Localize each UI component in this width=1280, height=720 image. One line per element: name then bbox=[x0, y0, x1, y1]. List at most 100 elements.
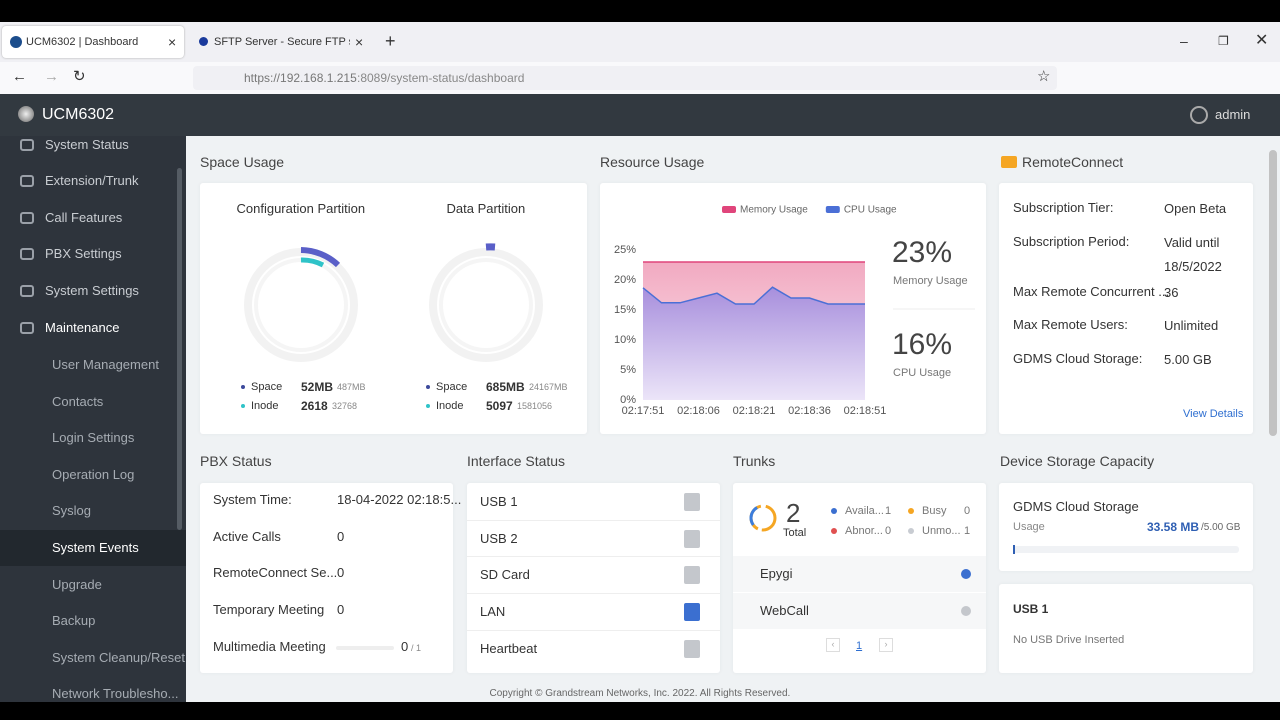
url-host: https://192.168.1.215 bbox=[244, 71, 357, 85]
forward[interactable]: → bbox=[44, 68, 59, 85]
x-tick-label: 02:18:51 bbox=[844, 405, 887, 417]
active-tab[interactable] bbox=[2, 26, 184, 58]
row-value: 0 bbox=[401, 638, 409, 654]
meeting-total: / 1 bbox=[411, 643, 422, 653]
submenu-item[interactable]: Contacts bbox=[52, 393, 104, 409]
line bbox=[642, 286, 865, 305]
status-dot bbox=[908, 508, 914, 514]
row-value: 18-04-2022 02:18:5... bbox=[337, 492, 462, 507]
status-dot bbox=[831, 528, 837, 534]
submenu-item[interactable]: Login Settings bbox=[52, 430, 135, 446]
row-label: Inode bbox=[436, 400, 464, 412]
used-value: 52MB bbox=[301, 380, 334, 394]
view-details[interactable]: View Details bbox=[1183, 408, 1244, 420]
prev-page[interactable]: ‹ bbox=[826, 638, 840, 652]
reload[interactable]: ↻ bbox=[73, 68, 86, 85]
section-title: PBX Status bbox=[200, 453, 272, 469]
summary-label: Memory Usage bbox=[893, 275, 968, 287]
menu-item[interactable]: Extension/Trunk bbox=[45, 173, 139, 188]
row-value: 5.00 GB bbox=[1164, 352, 1212, 367]
menu-icon bbox=[20, 212, 34, 224]
restore[interactable]: ❐ bbox=[1218, 34, 1229, 48]
minimize[interactable]: – bbox=[1180, 33, 1188, 49]
trunk-name[interactable]: WebCall bbox=[760, 602, 809, 618]
top-strip bbox=[0, 0, 1280, 22]
usage-bar bbox=[1013, 546, 1239, 553]
total-value: 32768 bbox=[332, 401, 358, 411]
ring bbox=[244, 248, 358, 362]
ring bbox=[749, 504, 777, 532]
avatar bbox=[1190, 106, 1208, 124]
menu-item[interactable]: System Status bbox=[45, 137, 129, 152]
trunk-status bbox=[961, 569, 971, 579]
next-page[interactable]: › bbox=[879, 638, 893, 652]
partition-name: Configuration Partition bbox=[236, 201, 366, 216]
submenu-item[interactable]: Upgrade bbox=[52, 576, 102, 592]
pbx-card bbox=[200, 483, 453, 673]
bookmark[interactable]: ☆ bbox=[1037, 68, 1051, 85]
submenu-item[interactable]: Operation Log bbox=[52, 466, 135, 482]
submenu-item[interactable]: Syslog bbox=[52, 503, 92, 519]
row-label: Space bbox=[436, 381, 468, 393]
storage-used: 33.58 MB bbox=[1147, 520, 1200, 534]
submenu-item[interactable]: Network Troublesho... bbox=[52, 686, 179, 702]
submenu-item[interactable]: User Management bbox=[52, 357, 159, 372]
sidebar-scrollbar[interactable] bbox=[177, 168, 182, 530]
menu-item[interactable]: Call Features bbox=[45, 210, 123, 225]
menu-item[interactable]: PBX Settings bbox=[45, 246, 122, 261]
user-name[interactable]: admin bbox=[1215, 107, 1251, 122]
summary-label: CPU Usage bbox=[893, 367, 952, 379]
status-label: Abnor... bbox=[845, 525, 883, 537]
section-title: Space Usage bbox=[200, 154, 285, 170]
area bbox=[643, 287, 865, 400]
trunk-status bbox=[961, 605, 971, 616]
row-label: Subscription Tier: bbox=[1013, 200, 1114, 215]
x-tick-label: 02:18:21 bbox=[733, 405, 776, 417]
status-dot bbox=[908, 528, 914, 534]
arc bbox=[300, 247, 341, 268]
row-divider bbox=[467, 556, 720, 558]
trunk-name[interactable]: Epygi bbox=[760, 566, 793, 581]
tab-title[interactable]: UCM6302 | Dashboard bbox=[26, 36, 139, 48]
donuts bbox=[244, 243, 543, 362]
interface-icon bbox=[684, 639, 700, 658]
favicon bbox=[199, 37, 208, 46]
y-tick-label: 5% bbox=[620, 364, 636, 376]
close-tab[interactable]: × bbox=[355, 34, 364, 50]
row-value: 36 bbox=[1164, 285, 1179, 300]
used-value: 685MB bbox=[486, 380, 525, 394]
interface-name: LAN bbox=[480, 604, 506, 620]
legend-dot bbox=[241, 385, 245, 389]
status-label: Availa... bbox=[845, 505, 884, 517]
selected-item-bg bbox=[0, 530, 186, 566]
storage-label: Usage bbox=[1013, 521, 1045, 533]
ring bbox=[439, 258, 533, 352]
section-title: RemoteConnect bbox=[1022, 154, 1124, 170]
y-tick-label: 20% bbox=[614, 274, 636, 286]
interface-name: SD Card bbox=[480, 567, 530, 583]
page-number[interactable]: 1 bbox=[856, 640, 863, 652]
usb-name: USB 1 bbox=[1013, 602, 1049, 616]
section-title: Trunks bbox=[733, 453, 776, 469]
tab-title[interactable]: SFTP Server - Secure FTP server bbox=[214, 36, 350, 48]
submenu-item[interactable]: System Events bbox=[52, 540, 139, 555]
menu-item[interactable]: System Settings bbox=[45, 283, 139, 298]
submenu-item[interactable]: System Cleanup/Reset bbox=[52, 649, 185, 665]
status-count: 0 bbox=[964, 505, 971, 517]
submenu-item[interactable]: Backup bbox=[52, 613, 96, 629]
new-tab[interactable]: + bbox=[385, 31, 396, 51]
tab-bar bbox=[0, 22, 1280, 62]
url-bar[interactable] bbox=[193, 66, 1057, 90]
close-tab[interactable]: × bbox=[168, 34, 177, 50]
row-value: 0 bbox=[337, 565, 345, 581]
y-tick-label: 15% bbox=[614, 304, 636, 316]
menu-icon bbox=[20, 175, 34, 187]
row-value: 0 bbox=[337, 602, 345, 618]
back[interactable]: ← bbox=[12, 68, 27, 85]
app-title: UCM6302 bbox=[42, 106, 115, 123]
page-scrollbar[interactable] bbox=[1269, 150, 1277, 436]
close-window[interactable]: ✕ bbox=[1255, 32, 1269, 49]
usage-fill bbox=[1013, 545, 1015, 554]
row-bg bbox=[733, 556, 986, 592]
menu-item[interactable]: Maintenance bbox=[45, 320, 120, 335]
